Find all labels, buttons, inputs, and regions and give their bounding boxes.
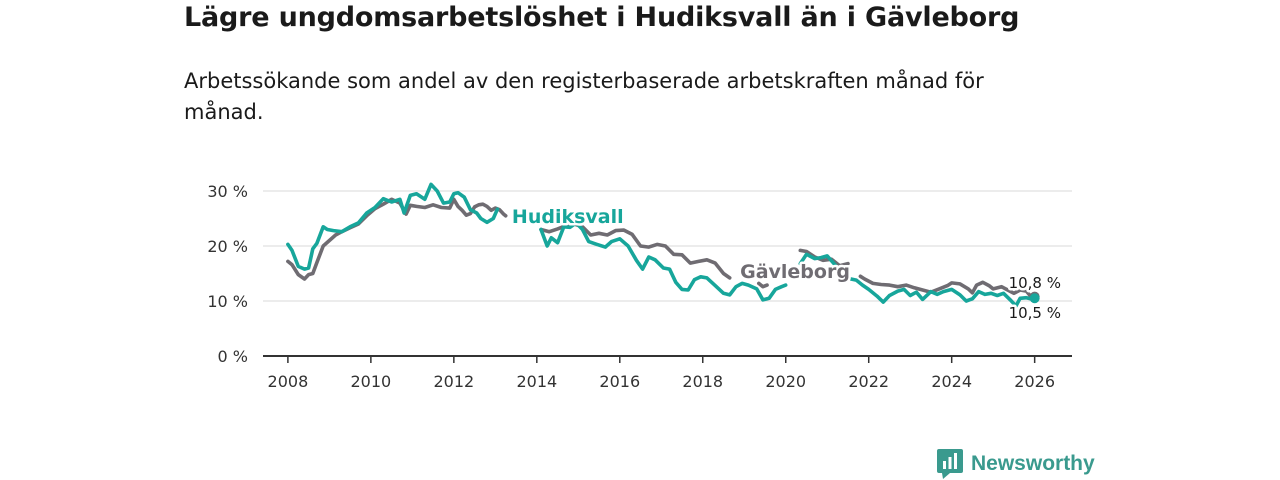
x-tick-label: 2022	[848, 372, 889, 391]
y-tick-label: 30 %	[207, 182, 248, 201]
newsworthy-icon	[937, 449, 963, 479]
x-tick-label: 2014	[516, 372, 557, 391]
x-tick-label: 2016	[599, 372, 640, 391]
chart-title: Lägre ungdomsarbetslöshet i Hudiksvall ä…	[184, 2, 1020, 33]
series-lines	[286, 182, 1040, 308]
y-tick-label: 20 %	[207, 237, 248, 256]
series-line-gavleborg	[858, 274, 1037, 299]
y-tick-label: 0 %	[218, 347, 248, 366]
series-line-gavleborg	[798, 248, 850, 268]
series-labels: Hudiksvall Gävleborg 10,8 % 10,5 %	[509, 204, 1063, 325]
chart-subtitle: Arbetssökande som andel av den registerb…	[184, 69, 984, 124]
series-label-gavleborg: Gävleborg	[740, 261, 850, 283]
series-line-hudiksvall	[539, 221, 788, 302]
x-tick-label: 2024	[931, 372, 972, 391]
line-chart: 0 % 10 % 20 % 30 % 2008 2010 2012 2014 2016 2018…	[207, 182, 1072, 391]
end-point-marker	[1029, 293, 1040, 304]
x-tick-label: 2020	[765, 372, 806, 391]
series-label-hudiksvall: Hudiksvall	[512, 206, 624, 228]
x-tick-label: 2008	[268, 372, 309, 391]
x-tick-label: 2012	[433, 372, 474, 391]
series-line-gavleborg	[539, 222, 732, 280]
series-line-hudiksvall	[798, 252, 1037, 308]
series-line-gavleborg	[757, 281, 769, 289]
y-axis-ticks: 0 % 10 % 20 % 30 %	[207, 182, 248, 366]
brand-name: Newsworthy	[971, 452, 1095, 475]
end-value-hudiksvall: 10,5 %	[1009, 304, 1061, 322]
x-axis-ticks: 2008 2010 2012 2014 2016 2018 2020 2022 2024 2026	[263, 355, 1072, 391]
series-line-hudiksvall	[286, 182, 500, 271]
end-value-gavleborg: 10,8 %	[1009, 274, 1061, 292]
series-line-gavleborg	[286, 197, 508, 281]
y-tick-label: 10 %	[207, 292, 248, 311]
x-tick-label: 2018	[682, 372, 723, 391]
newsworthy-logo: Newsworthy	[937, 448, 1095, 480]
x-tick-label: 2026	[1014, 372, 1055, 391]
x-tick-label: 2010	[351, 372, 392, 391]
